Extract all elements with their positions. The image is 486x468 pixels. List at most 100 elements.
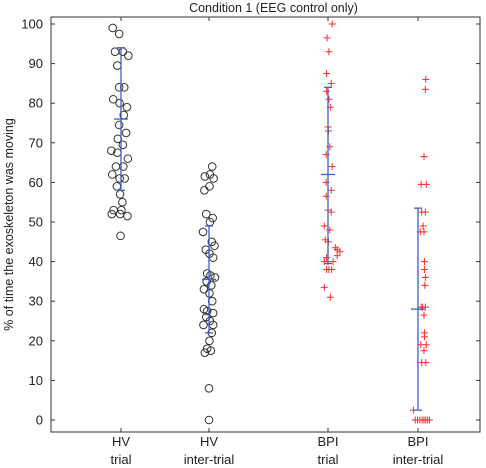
y-tick-label: 40 [29, 254, 43, 269]
data-point-circle [207, 281, 216, 290]
data-point-circle [118, 140, 128, 150]
y-tick-label: 10 [29, 373, 43, 388]
data-point-circle [107, 170, 117, 179]
data-point-circle [118, 197, 127, 207]
data-point-circle [108, 23, 118, 33]
data-point-plus [325, 48, 333, 56]
data-point-circle [201, 209, 211, 219]
data-point-plus [329, 258, 337, 266]
data-point-circle [114, 29, 124, 39]
data-point-plus [421, 303, 429, 311]
data-point-circle [207, 162, 217, 171]
x-axis: HV trial HV inter-trial BPI trial BPI inter-tri… [111, 17, 444, 467]
data-point-plus [420, 311, 428, 319]
x-category-label-line2: trial [111, 452, 132, 467]
data-point-circle [114, 120, 124, 130]
y-tick-label: 90 [29, 56, 43, 71]
data-point-circle [204, 384, 214, 393]
data-point-plus [420, 347, 428, 355]
data-point-plus [426, 416, 433, 424]
data-point-circle [202, 306, 212, 316]
y-tick-label: 60 [29, 175, 43, 190]
data-point-circle [115, 98, 124, 108]
data-point-circle [108, 94, 118, 104]
data-point-circle [200, 348, 210, 357]
error-bars [114, 47, 425, 411]
data-point-plus [336, 248, 344, 256]
data-point-circle [115, 174, 124, 183]
x-category-label-line1: BPI [318, 434, 339, 449]
data-point-plus [422, 341, 430, 349]
data-point-circle [107, 146, 116, 156]
data-points [107, 20, 433, 425]
data-point-plus [326, 293, 334, 301]
y-tick-label: 70 [29, 135, 43, 150]
data-point-circle [111, 162, 121, 171]
data-point-circle [209, 174, 218, 183]
data-point-plus [327, 208, 335, 216]
data-point-circle [205, 336, 214, 346]
data-point-circle [198, 227, 208, 237]
data-point-circle [199, 320, 208, 330]
data-point-plus [323, 70, 331, 77]
data-point-plus [328, 266, 336, 274]
data-point-plus [420, 258, 428, 266]
data-point-circle [200, 186, 209, 195]
x-category-label-line1: HV [112, 434, 130, 449]
x-category-label-line1: BPI [408, 434, 429, 449]
data-point-plus [420, 333, 428, 341]
error-bar [411, 207, 425, 411]
plot-area-frame [50, 16, 481, 433]
data-point-circle [114, 83, 124, 92]
data-point-circle [117, 205, 126, 215]
data-point-plus [320, 283, 328, 291]
x-category-label-line1: HV [200, 434, 218, 449]
data-point-circle [113, 61, 122, 70]
data-point-circle [110, 47, 120, 57]
data-point-circle [119, 162, 128, 171]
data-point-plus [327, 79, 335, 87]
data-point-circle [121, 128, 131, 138]
x-category-label-line2: inter-trial [184, 452, 235, 467]
x-category-label-line2: trial [318, 452, 339, 467]
y-tick-label: 30 [29, 294, 43, 309]
y-axis-label: % of time the exoskeleton was moving [2, 118, 16, 331]
data-point-circle [115, 189, 125, 199]
data-point-circle [123, 211, 132, 221]
data-point-plus [323, 34, 331, 42]
data-point-plus [325, 95, 333, 103]
data-point-circle [107, 209, 117, 219]
data-point-circle [199, 285, 209, 294]
data-point-plus [420, 228, 428, 236]
error-bar [114, 47, 128, 191]
data-point-plus [420, 266, 428, 274]
data-point-circle [112, 182, 122, 191]
y-tick-label: 0 [36, 413, 43, 428]
data-point-plus [320, 222, 328, 230]
data-point-plus [421, 273, 429, 281]
y-tick-label: 50 [29, 215, 43, 230]
error-bar [321, 86, 335, 265]
data-point-plus [323, 87, 331, 95]
data-point-circle [205, 182, 214, 191]
data-point-plus [421, 85, 429, 93]
data-point-plus [422, 180, 430, 188]
data-point-plus [421, 281, 429, 289]
y-tick-label: 20 [29, 333, 43, 348]
error-bar [202, 225, 216, 334]
data-point-circle [120, 174, 129, 183]
data-point-circle [124, 51, 133, 60]
data-point-plus [327, 186, 335, 194]
data-point-plus [328, 163, 336, 171]
data-point-circle [210, 273, 220, 282]
y-tick-label: 80 [29, 96, 43, 111]
data-point-plus [422, 359, 430, 367]
x-category-label-line2: inter-trial [393, 452, 444, 467]
data-point-plus [421, 208, 429, 216]
y-axis: 0 10 20 30 40 50 60 70 80 90 100 [21, 17, 480, 428]
data-point-plus [323, 254, 331, 262]
data-point-circle [200, 172, 210, 181]
y-tick-label: 100 [21, 17, 43, 32]
data-point-circle [206, 346, 216, 356]
chart-title: Condition 1 (EEG control only) [189, 1, 358, 15]
